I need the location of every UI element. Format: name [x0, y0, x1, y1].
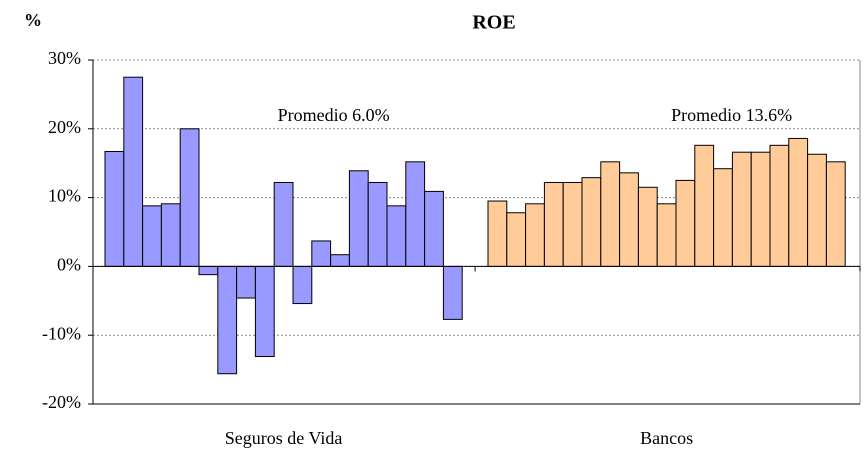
bar	[142, 205, 162, 267]
bar	[694, 144, 715, 267]
bar	[160, 203, 181, 267]
y-tick-label: 30%	[48, 48, 81, 68]
bar	[104, 151, 125, 267]
bar	[675, 179, 696, 267]
y-axis-label: %	[24, 10, 42, 30]
bar	[348, 170, 369, 267]
bar	[807, 153, 827, 267]
bar	[825, 161, 846, 267]
bar	[506, 212, 527, 267]
y-tick-label: -20%	[42, 392, 81, 412]
bar	[769, 144, 790, 267]
bar	[273, 181, 294, 267]
bar	[311, 240, 332, 267]
bar	[123, 76, 144, 267]
bar	[788, 137, 809, 267]
average-annotation: Promedio 6.0%	[278, 105, 390, 125]
bar	[179, 128, 200, 267]
y-tick-label: 10%	[48, 186, 81, 206]
bar	[731, 151, 752, 267]
bar	[562, 181, 583, 267]
bar	[525, 203, 545, 267]
y-tick-label: 20%	[48, 117, 81, 137]
group-label: Seguros de Vida	[225, 428, 343, 448]
bar	[217, 265, 238, 375]
bar	[543, 181, 564, 267]
bar	[637, 186, 658, 267]
bar	[581, 177, 602, 267]
bar	[367, 181, 388, 267]
bar	[405, 161, 426, 267]
bar	[236, 265, 256, 299]
bar	[619, 172, 639, 267]
chart-title: ROE	[472, 12, 515, 34]
bar	[487, 200, 508, 267]
bar	[600, 161, 621, 267]
group-label: Bancos	[640, 428, 693, 448]
bar	[424, 190, 444, 267]
bar	[656, 203, 677, 267]
bar	[292, 265, 313, 305]
bar	[750, 151, 771, 267]
y-tick-label: -10%	[42, 323, 81, 343]
bar	[386, 205, 407, 267]
bar	[713, 168, 733, 267]
y-tick-label: 0%	[57, 255, 81, 275]
average-annotation: Promedio 13.6%	[671, 105, 792, 125]
bar	[254, 265, 275, 358]
bar	[198, 265, 219, 276]
bar	[330, 254, 350, 267]
bar	[442, 265, 463, 320]
